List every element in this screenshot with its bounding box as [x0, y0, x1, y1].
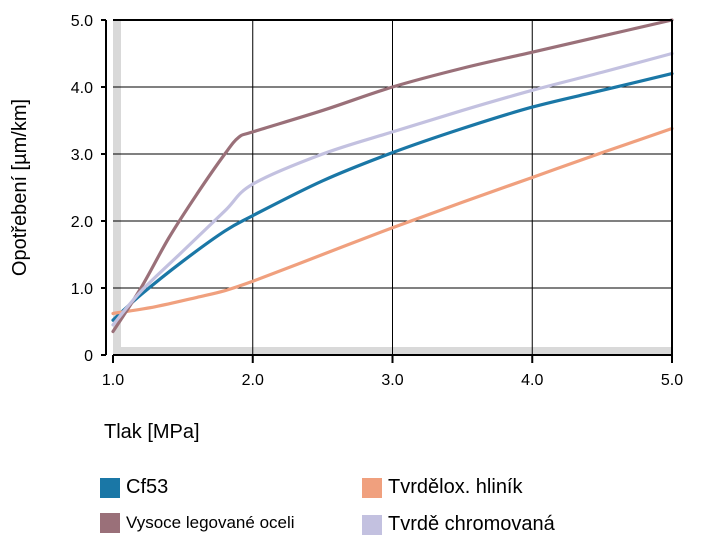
y-tick-label: 2.0	[71, 214, 93, 231]
legend-item-hlinik: Tvrdělox. hliník	[362, 476, 523, 499]
legend-item-cf53: Cf53	[100, 476, 168, 499]
y-tick-label: 3.0	[71, 147, 93, 164]
axes	[101, 19, 673, 363]
y-tick-label: 5.0	[71, 13, 93, 30]
y-axis-label: Opotřebení [µm/km]	[9, 99, 31, 276]
x-axis-label: Tlak [MPa]	[104, 421, 200, 443]
legend-item-chrom: Tvrdě chromovaná	[362, 513, 555, 536]
y-tick-label: 1.0	[71, 281, 93, 298]
grid	[113, 20, 672, 355]
series-line-2	[111, 18, 674, 334]
tick-labels: 1.0 2.0 3.0 4.0 5.0 0 1.0 2.0 3.0 4.0 5.0	[71, 13, 683, 389]
legend-item-oceli: Vysoce legované oceli	[100, 513, 295, 533]
legend-label: Tvrdě chromovaná	[388, 513, 555, 535]
x-tick-label: 5.0	[661, 372, 683, 389]
x-tick-label: 1.0	[102, 372, 124, 389]
legend: Cf53 Tvrdělox. hliník Vysoce legované oc…	[100, 470, 660, 540]
legend-swatch	[100, 477, 120, 498]
y-tick-label: 0	[84, 348, 93, 365]
y-tick-label: 4.0	[71, 80, 93, 97]
series-lines	[111, 18, 674, 334]
legend-label: Tvrdělox. hliník	[388, 476, 523, 498]
series-line-1	[111, 126, 674, 316]
x-tick-label: 2.0	[242, 372, 264, 389]
x-tick-label: 4.0	[521, 372, 543, 389]
legend-swatch	[362, 477, 382, 498]
legend-swatch	[100, 513, 120, 533]
legend-swatch	[362, 514, 382, 535]
left-band	[113, 20, 121, 355]
x-tick-label: 3.0	[381, 372, 403, 389]
legend-label: Vysoce legované oceli	[126, 513, 295, 532]
legend-label: Cf53	[126, 476, 169, 498]
series-line-0	[111, 72, 674, 322]
series-line-3	[111, 51, 674, 327]
